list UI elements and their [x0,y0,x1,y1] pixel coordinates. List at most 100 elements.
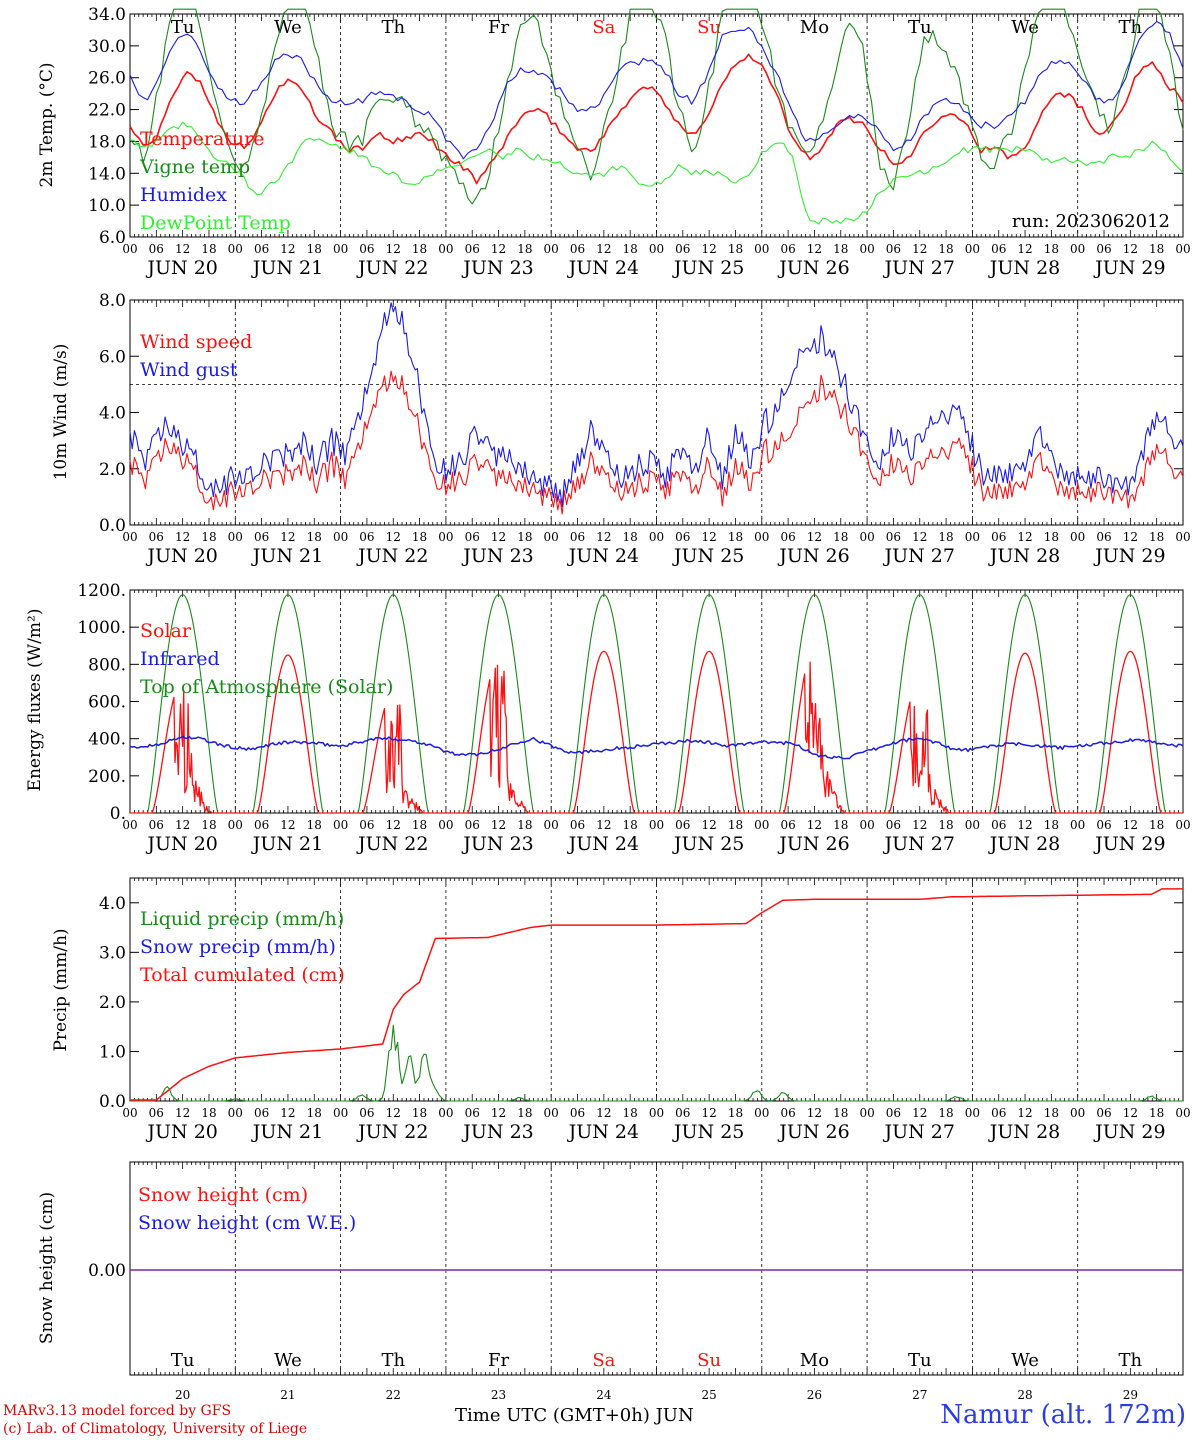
weekday-label: Tu [171,17,195,38]
hour-tick-label: 00 [649,1106,664,1120]
series-humidex [129,20,1184,160]
date-label: JUN 20 [145,1121,217,1143]
hour-tick-label: 00 [544,1106,559,1120]
hour-tick-label: 12 [596,530,611,544]
hour-tick-label: 00 [228,818,243,832]
series-wind-speed [129,370,1184,515]
hour-tick-label: 00 [122,818,137,832]
y-tick-label: 34.0 [88,5,126,25]
hour-tick-label: 12 [491,818,506,832]
date-label: JUN 21 [251,1121,323,1143]
day-number-label: 27 [912,1388,927,1402]
hour-tick-label: 06 [359,242,374,256]
weekday-label: Th [381,1350,405,1371]
y-axis-label: Energy fluxes (W/m²) [25,609,45,792]
hour-tick-label: 12 [491,530,506,544]
hour-tick-label: 00 [649,242,664,256]
date-label: JUN 28 [988,1121,1060,1143]
y-axis-label: 10m Wind (m/s) [51,344,71,481]
y-tick-label: 4.0 [99,894,126,914]
hour-tick-label: 18 [1044,530,1059,544]
panel-1-frame [129,13,1184,238]
hour-tick-label: 12 [175,1106,190,1120]
hour-tick-label: 18 [412,530,427,544]
hour-tick-label: 06 [149,1106,164,1120]
date-label: JUN 22 [356,545,428,567]
y-tick-label: 0.00 [88,1261,126,1281]
hour-tick-label: 12 [912,1106,927,1120]
weekday-label: We [274,1350,302,1371]
hour-tick-label: 00 [965,242,980,256]
hour-tick-label: 06 [1096,1106,1111,1120]
series-dewpoint-temp [129,121,1184,225]
hour-tick-label: 06 [570,1106,585,1120]
hour-tick-label: 06 [886,242,901,256]
day-number-label: 22 [386,1388,401,1402]
hour-tick-label: 06 [254,530,269,544]
weekday-label: Fr [488,1350,509,1371]
legend-wind-gust: Wind gust [140,359,238,381]
hour-tick-label: 12 [1017,1106,1032,1120]
hour-tick-label: 12 [491,242,506,256]
hour-tick-label: 06 [675,242,690,256]
y-tick-label: 6.0 [99,228,126,248]
date-label: JUN 25 [672,257,744,279]
weekday-label: Th [1119,1350,1143,1371]
hour-tick-label: 00 [1070,242,1085,256]
y-tick-label: 3.0 [99,943,126,963]
panel-2-border [129,299,1184,526]
day-number-label: 29 [1123,1388,1138,1402]
hour-tick-label: 06 [359,1106,374,1120]
series-wind-gust [129,302,1184,508]
panel-3-frame [129,589,1184,814]
hour-tick-label: 00 [333,1106,348,1120]
hour-tick-label: 00 [1175,242,1190,256]
hour-tick-label: 00 [859,530,874,544]
date-label: JUN 20 [145,833,217,855]
hour-tick-label: 00 [649,818,664,832]
hour-tick-label: 12 [175,530,190,544]
legend-dewpoint-temp: DewPoint Temp [140,212,291,234]
hour-tick-label: 06 [254,1106,269,1120]
date-label: JUN 20 [145,257,217,279]
hour-tick-label: 12 [702,242,717,256]
station-name: Namur (alt. 172m) [940,1400,1186,1430]
weekday-label: Sa [592,1350,615,1371]
hour-tick-label: 12 [912,818,927,832]
hour-tick-label: 18 [1149,242,1164,256]
hour-tick-label: 18 [938,818,953,832]
hour-tick-label: 00 [438,1106,453,1120]
hour-tick-label: 12 [807,818,822,832]
weekday-label: Th [381,17,405,38]
hour-tick-label: 06 [465,530,480,544]
day-number-label: 26 [807,1388,822,1402]
y-axis-label: Precip (mm/h) [51,928,71,1051]
y-tick-label: 1.0 [99,1042,126,1062]
date-label: JUN 28 [988,257,1060,279]
hour-tick-label: 00 [859,818,874,832]
hour-tick-label: 18 [412,818,427,832]
date-label: JUN 23 [461,833,533,855]
day-number-label: 25 [702,1388,717,1402]
hour-tick-label: 18 [201,1106,216,1120]
hour-tick-label: 00 [333,818,348,832]
hour-tick-label: 06 [359,530,374,544]
date-label: JUN 28 [988,833,1060,855]
weekday-label: We [274,17,302,38]
hour-tick-label: 18 [623,1106,638,1120]
hour-tick-label: 06 [991,530,1006,544]
y-tick-label: 0. [110,804,126,824]
hour-tick-label: 18 [833,242,848,256]
series-solar [130,650,1183,814]
hour-tick-label: 00 [965,1106,980,1120]
hour-tick-label: 18 [728,1106,743,1120]
hour-tick-label: 18 [412,242,427,256]
hour-tick-label: 06 [780,242,795,256]
hour-tick-label: 18 [623,818,638,832]
hour-tick-label: 06 [254,818,269,832]
hour-tick-label: 06 [149,818,164,832]
legend-snow-precip-mm-h-: Snow precip (mm/h) [140,936,336,958]
hour-tick-label: 00 [333,242,348,256]
y-tick-label: 600. [88,693,126,713]
